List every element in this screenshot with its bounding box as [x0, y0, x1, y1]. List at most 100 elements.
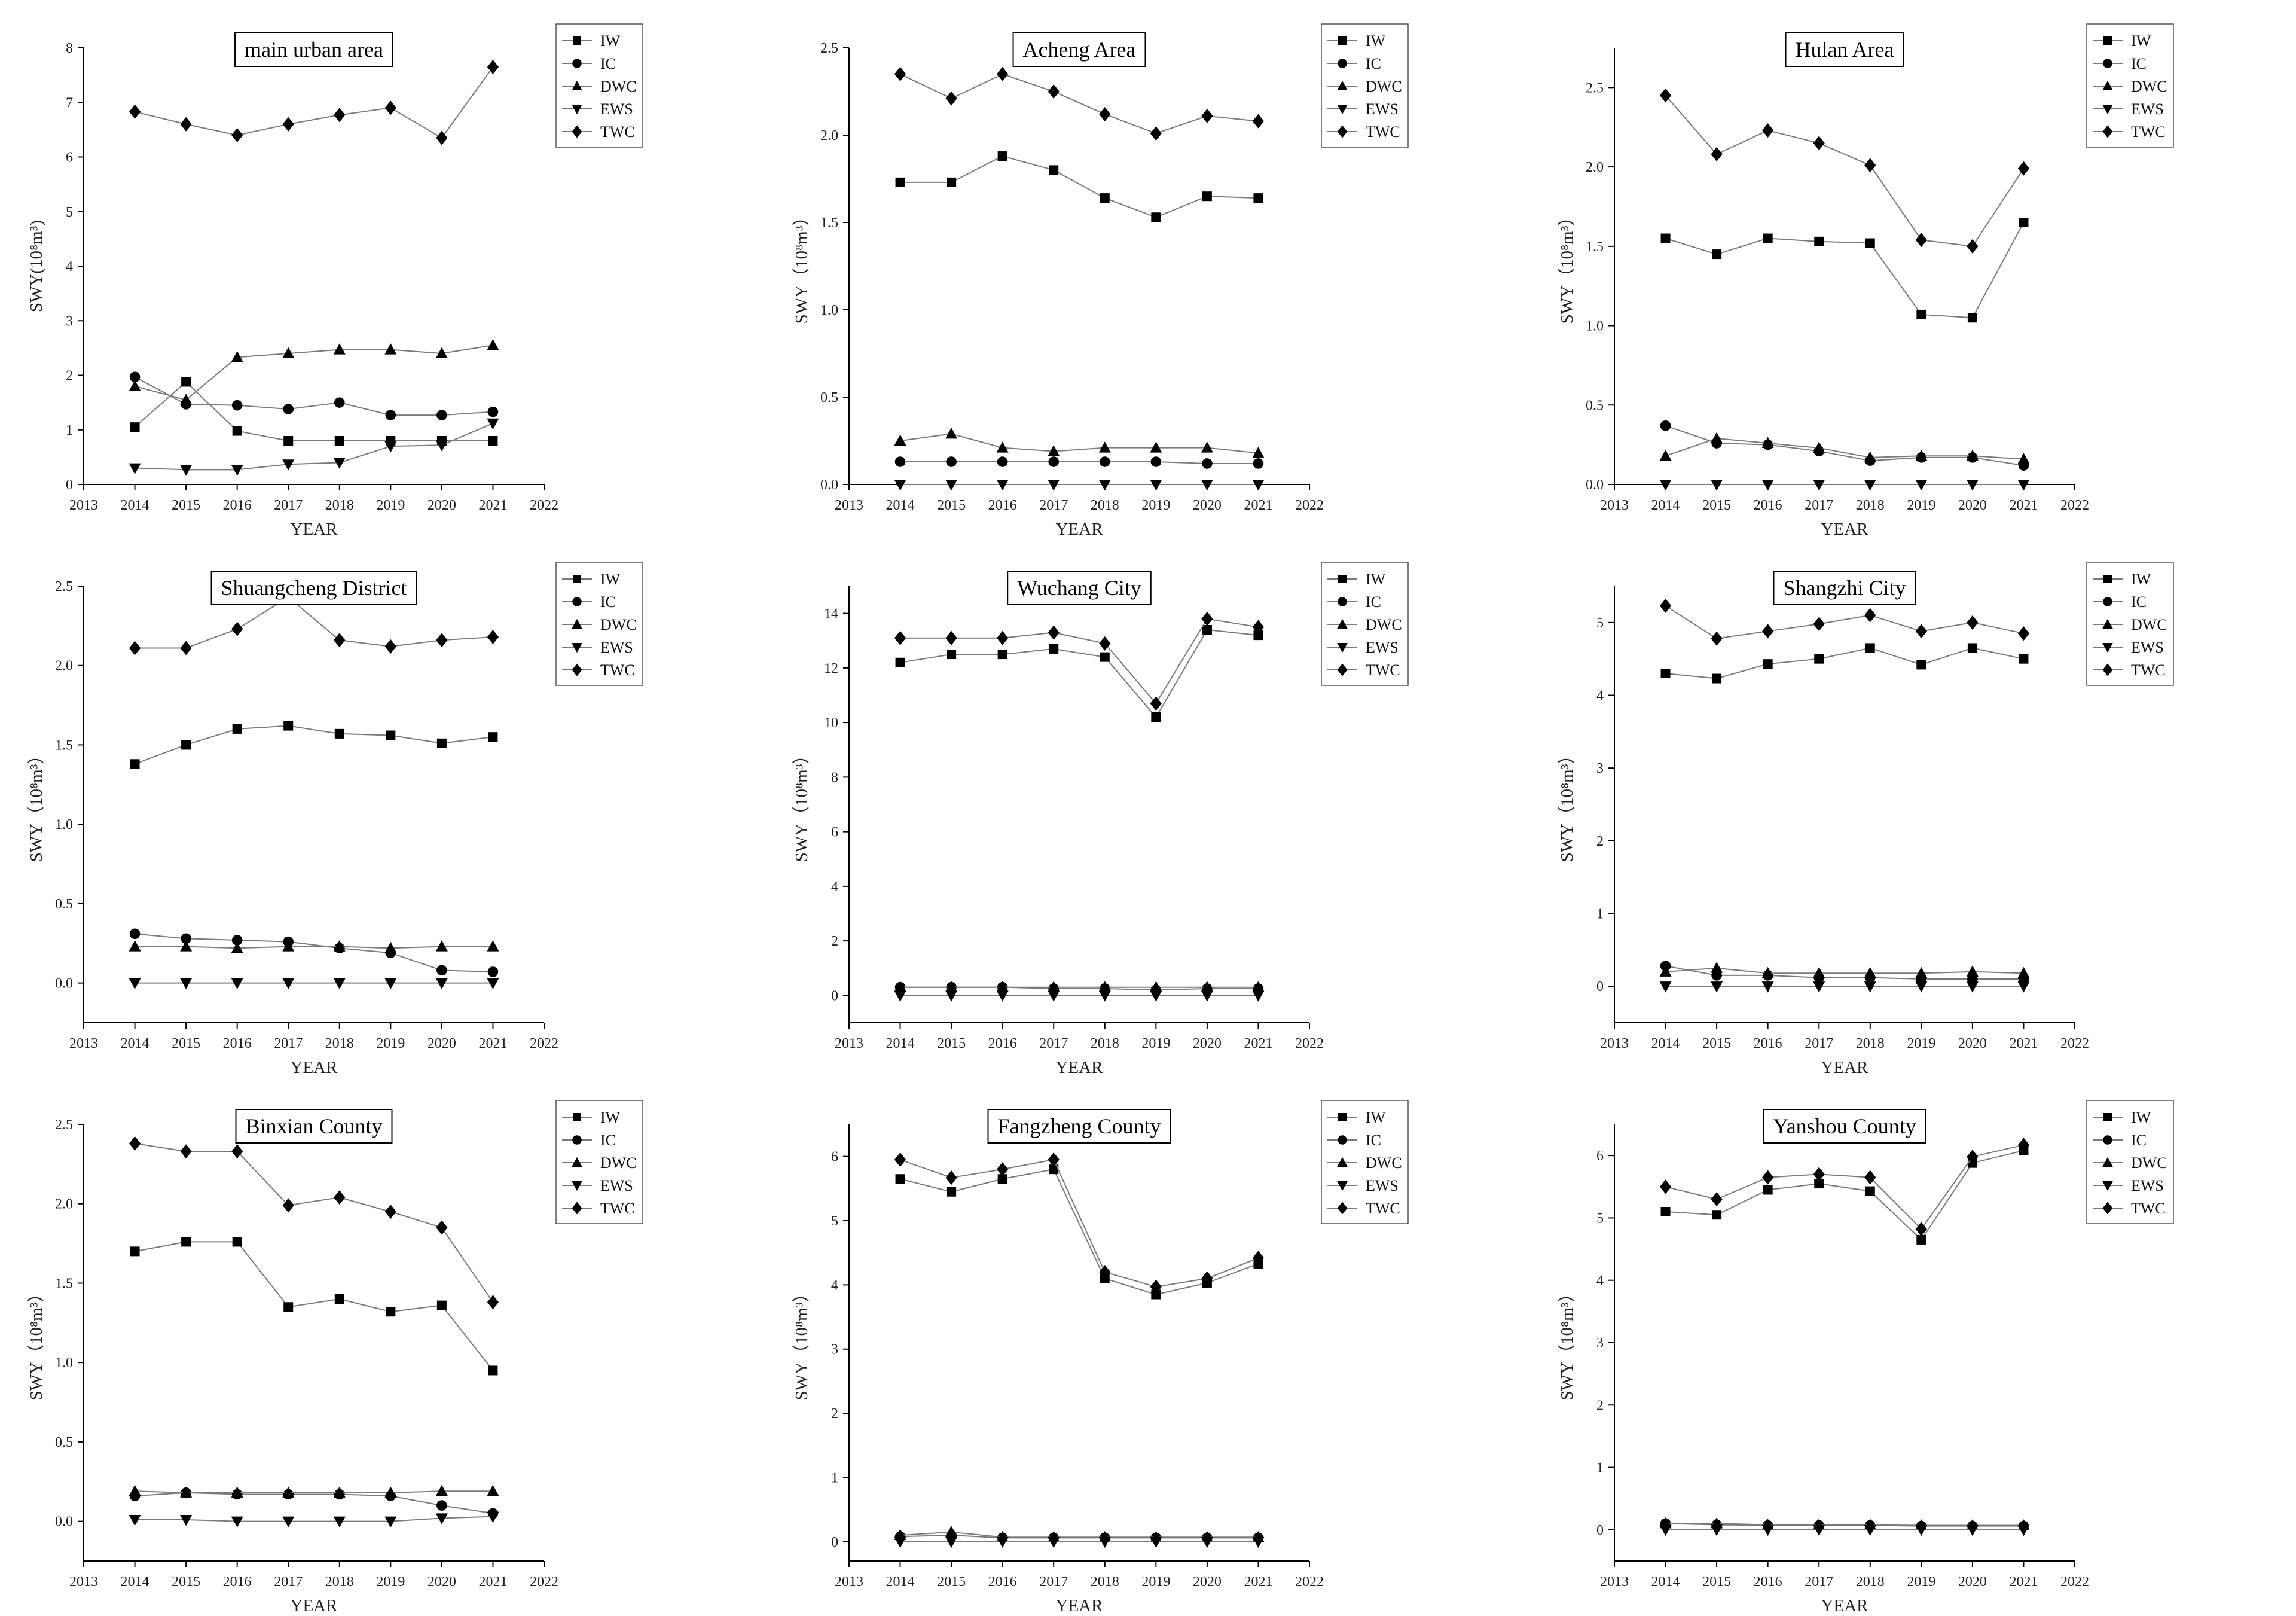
legend-label: IC: [1366, 1132, 1381, 1149]
x-tick-label: 2018: [325, 1574, 354, 1590]
data-point-ews: [894, 990, 906, 1002]
data-point-twc: [894, 630, 906, 645]
series-line-twc: [1665, 1144, 2024, 1230]
legend-marker-dwc: [572, 1157, 582, 1167]
legend-marker-twc: [1337, 125, 1348, 138]
data-point-twc: [129, 1136, 141, 1151]
y-tick-label: 2: [831, 934, 838, 949]
chart-title-box: [1785, 32, 1904, 67]
legend-marker-iw: [2103, 36, 2112, 45]
data-point-twc: [1915, 624, 1927, 639]
data-point-dwc: [894, 434, 906, 446]
data-point-ic: [1048, 456, 1060, 467]
data-point-ews: [1252, 990, 1265, 1002]
legend-marker-dwc: [2102, 80, 2113, 90]
legend-marker-ic: [2103, 59, 2112, 68]
data-point-dwc: [945, 427, 958, 439]
data-point-iw: [895, 657, 905, 667]
legend-marker-ews: [1337, 105, 1348, 115]
data-point-ews: [1150, 480, 1162, 491]
data-point-iw: [386, 730, 396, 740]
y-tick-label: 10: [824, 715, 838, 731]
series-line-iw: [900, 629, 1259, 718]
x-tick-label: 2018: [1856, 1036, 1885, 1051]
series-line-dwc: [900, 1531, 1259, 1538]
data-point-iw: [334, 436, 344, 446]
data-point-iw: [1763, 233, 1773, 243]
chart-title: main urban area: [245, 38, 383, 62]
data-point-twc: [487, 629, 499, 644]
legend-marker-dwc: [572, 618, 582, 629]
legend-marker-twc: [572, 663, 582, 676]
data-point-ews: [1659, 981, 1672, 993]
y-tick-label: 4: [1596, 688, 1604, 704]
data-point-iw: [997, 1174, 1007, 1184]
data-point-ews: [945, 990, 958, 1002]
legend-label: TWC: [2131, 123, 2166, 141]
x-tick-label: 2018: [1856, 498, 1885, 513]
y-tick-label: 1.0: [1586, 319, 1604, 334]
chart-panel: 2013 2014 2015 2016 2017 2018 2019 2020 2021 2022…: [1531, 0, 2296, 539]
x-tick-label: 2022: [1295, 1036, 1324, 1051]
legend-label: DWC: [600, 1154, 637, 1172]
legend-label: EWS: [1366, 100, 1399, 118]
x-tick-label: 2019: [1907, 498, 1935, 513]
data-point-iw: [1660, 669, 1671, 678]
legend-label: TWC: [600, 123, 635, 141]
data-point-iw: [1712, 1210, 1722, 1220]
x-tick-label: 2013: [835, 1574, 863, 1590]
legend-label: IW: [600, 571, 621, 588]
data-point-ic: [946, 456, 957, 467]
data-point-iw: [488, 1365, 498, 1376]
data-point-iw: [1814, 1179, 1824, 1189]
y-tick-label: 0.5: [820, 390, 838, 405]
chart-title: Shuangcheng District: [221, 576, 407, 600]
data-point-ews: [1915, 981, 1928, 993]
x-tick-label: 2014: [886, 1036, 915, 1051]
data-point-iw: [436, 1300, 447, 1310]
data-point-dwc: [1966, 449, 1979, 461]
y-tick-label: 2.5: [55, 1117, 73, 1133]
series-line-ews: [135, 1516, 493, 1522]
data-point-dwc: [1252, 447, 1265, 458]
data-point-twc: [436, 1220, 448, 1235]
x-tick-label: 2021: [478, 498, 507, 513]
data-point-twc: [1813, 136, 1825, 151]
y-tick-label: 1.5: [820, 215, 838, 231]
data-point-twc: [1150, 126, 1162, 141]
data-point-dwc: [282, 347, 295, 358]
y-tick-label: 2.5: [820, 41, 838, 56]
data-point-ews: [1201, 480, 1213, 491]
y-axis-title: SWY（10⁸m³）: [1558, 209, 1577, 324]
data-point-twc: [2017, 161, 2030, 176]
x-tick-label: 2015: [937, 498, 966, 513]
y-tick-label: 5: [1596, 615, 1604, 631]
x-tick-label: 2019: [376, 1574, 405, 1590]
legend-marker-ews: [2102, 1181, 2113, 1191]
legend-label: IW: [600, 32, 621, 50]
data-point-iw: [895, 1174, 905, 1184]
x-tick-label: 2014: [121, 1036, 149, 1051]
legend-marker-twc: [1337, 663, 1348, 676]
data-point-ic: [181, 933, 191, 944]
data-point-iw: [334, 728, 344, 739]
data-point-ews: [1711, 981, 1723, 993]
series-line-ic: [1665, 1523, 2024, 1527]
data-point-ews: [282, 459, 295, 471]
x-tick-label: 2017: [274, 1036, 303, 1051]
data-point-dwc: [1201, 441, 1213, 453]
series-line-dwc: [1665, 967, 2024, 974]
y-tick-label: 0.0: [55, 1514, 73, 1530]
chart-title-box: [1773, 571, 1916, 605]
data-point-twc: [487, 59, 499, 74]
y-tick-label: 1.0: [55, 1355, 73, 1371]
chart-panel: 2013 2014 2015 2016 2017 2018 2019 2020 2021 2022…: [1531, 538, 2296, 1077]
data-point-iw: [2019, 654, 2029, 664]
data-point-ews: [1761, 480, 1774, 491]
data-point-dwc: [1659, 965, 1672, 977]
data-point-iw: [130, 422, 140, 432]
data-point-dwc: [1761, 966, 1774, 978]
data-point-twc: [1813, 617, 1825, 632]
data-point-dwc: [996, 981, 1009, 992]
series-line-dwc: [135, 1490, 493, 1493]
